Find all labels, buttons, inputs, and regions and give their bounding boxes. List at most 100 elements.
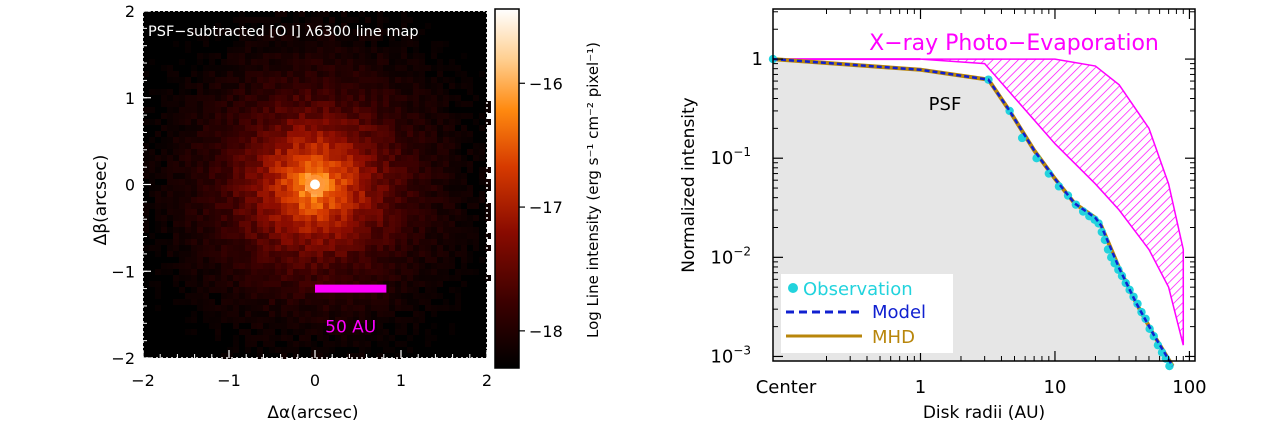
heatmap-cell <box>389 185 395 191</box>
heatmap-cell <box>347 125 353 131</box>
heatmap-cell <box>347 83 353 89</box>
heatmap-cell <box>173 137 179 143</box>
heatmap-cell <box>353 311 359 317</box>
heatmap-cell <box>419 269 425 275</box>
heatmap-cell <box>227 215 233 221</box>
heatmap-cell <box>467 239 473 245</box>
heatmap-cell <box>473 245 479 251</box>
heatmap-cell <box>257 257 263 263</box>
heatmap-cell <box>305 173 311 179</box>
heatmap-cell <box>449 257 455 263</box>
heatmap-cell <box>371 311 377 317</box>
heatmap-cell <box>215 203 221 209</box>
heatmap-cell <box>155 173 161 179</box>
heatmap-cell <box>299 89 305 95</box>
heatmap-cell <box>245 149 251 155</box>
heatmap-cell <box>341 77 347 83</box>
heatmap-cell <box>365 173 371 179</box>
heatmap-cell <box>233 257 239 263</box>
heatmap-cell <box>395 227 401 233</box>
heatmap-cell <box>413 155 419 161</box>
heatmap-cell <box>317 35 323 41</box>
heatmap-cell <box>239 305 245 311</box>
heatmap-cell <box>467 221 473 227</box>
heatmap-cell <box>155 293 161 299</box>
heatmap-cell <box>341 119 347 125</box>
heatmap-cell <box>221 353 227 359</box>
heatmap-cell <box>227 257 233 263</box>
heatmap-cell <box>221 173 227 179</box>
heatmap-cell <box>395 137 401 143</box>
heatmap-cell <box>197 173 203 179</box>
heatmap-cell <box>419 29 425 35</box>
heatmap-cell <box>281 95 287 101</box>
heatmap-cell <box>245 83 251 89</box>
heatmap-cell <box>197 197 203 203</box>
heatmap-cell <box>389 191 395 197</box>
heatmap-cell <box>299 179 305 185</box>
heatmap-cell <box>371 107 377 113</box>
heatmap-cell <box>407 41 413 47</box>
heatmap-cell <box>467 77 473 83</box>
heatmap-cell <box>317 65 323 71</box>
heatmap-cell <box>251 65 257 71</box>
heatmap-cell <box>377 191 383 197</box>
heatmap-cell <box>233 131 239 137</box>
heatmap-cell <box>323 59 329 65</box>
heatmap-cell <box>215 179 221 185</box>
heatmap-cell <box>473 95 479 101</box>
heatmap-cell <box>323 71 329 77</box>
heatmap-cell <box>341 29 347 35</box>
heatmap-cell <box>473 227 479 233</box>
heatmap-cell <box>371 233 377 239</box>
heatmap-cell <box>293 191 299 197</box>
heatmap-cell <box>215 227 221 233</box>
heatmap-cell <box>317 209 323 215</box>
heatmap-cell <box>311 353 317 359</box>
heatmap-cell <box>347 227 353 233</box>
heatmap-cell <box>425 263 431 269</box>
heatmap-cell <box>245 227 251 233</box>
heatmap-cell <box>455 293 461 299</box>
heatmap-cell <box>293 143 299 149</box>
heatmap-cell <box>407 53 413 59</box>
xray-label: X−ray Photo−Evaporation <box>869 31 1159 56</box>
heatmap-cell <box>287 233 293 239</box>
heatmap-cell <box>329 107 335 113</box>
heatmap-cell <box>371 275 377 281</box>
heatmap-cell <box>329 113 335 119</box>
heatmap-cell <box>197 257 203 263</box>
heatmap-cell <box>425 245 431 251</box>
legend-box <box>781 274 953 353</box>
heatmap-cell <box>419 209 425 215</box>
heatmap-cell <box>191 197 197 203</box>
heatmap-cell <box>287 329 293 335</box>
heatmap-cell <box>389 47 395 53</box>
heatmap-cell <box>329 137 335 143</box>
heatmap-cell <box>335 215 341 221</box>
heatmap-cell <box>287 83 293 89</box>
heatmap-cell <box>413 71 419 77</box>
heatmap-cell <box>173 299 179 305</box>
heatmap-cell <box>311 215 317 221</box>
heatmap-cell <box>437 107 443 113</box>
heatmap-cell <box>407 197 413 203</box>
heatmap-cell <box>203 77 209 83</box>
heatmap-cell <box>251 239 257 245</box>
heatmap-cell <box>359 239 365 245</box>
heatmap-cell <box>197 35 203 41</box>
heatmap-cell <box>449 119 455 125</box>
heatmap-cell <box>251 125 257 131</box>
heatmap-cell <box>353 113 359 119</box>
heatmap-cell <box>299 41 305 47</box>
scale-bar-label: 50 AU <box>325 318 376 338</box>
heatmap-cell <box>305 149 311 155</box>
heatmap-cell <box>413 233 419 239</box>
heatmap-cell <box>263 101 269 107</box>
heatmap-cell <box>461 245 467 251</box>
heatmap-cell <box>311 275 317 281</box>
heatmap-cell <box>413 89 419 95</box>
heatmap-cell <box>263 149 269 155</box>
heatmap-cell <box>257 347 263 353</box>
heatmap-cell <box>353 317 359 323</box>
